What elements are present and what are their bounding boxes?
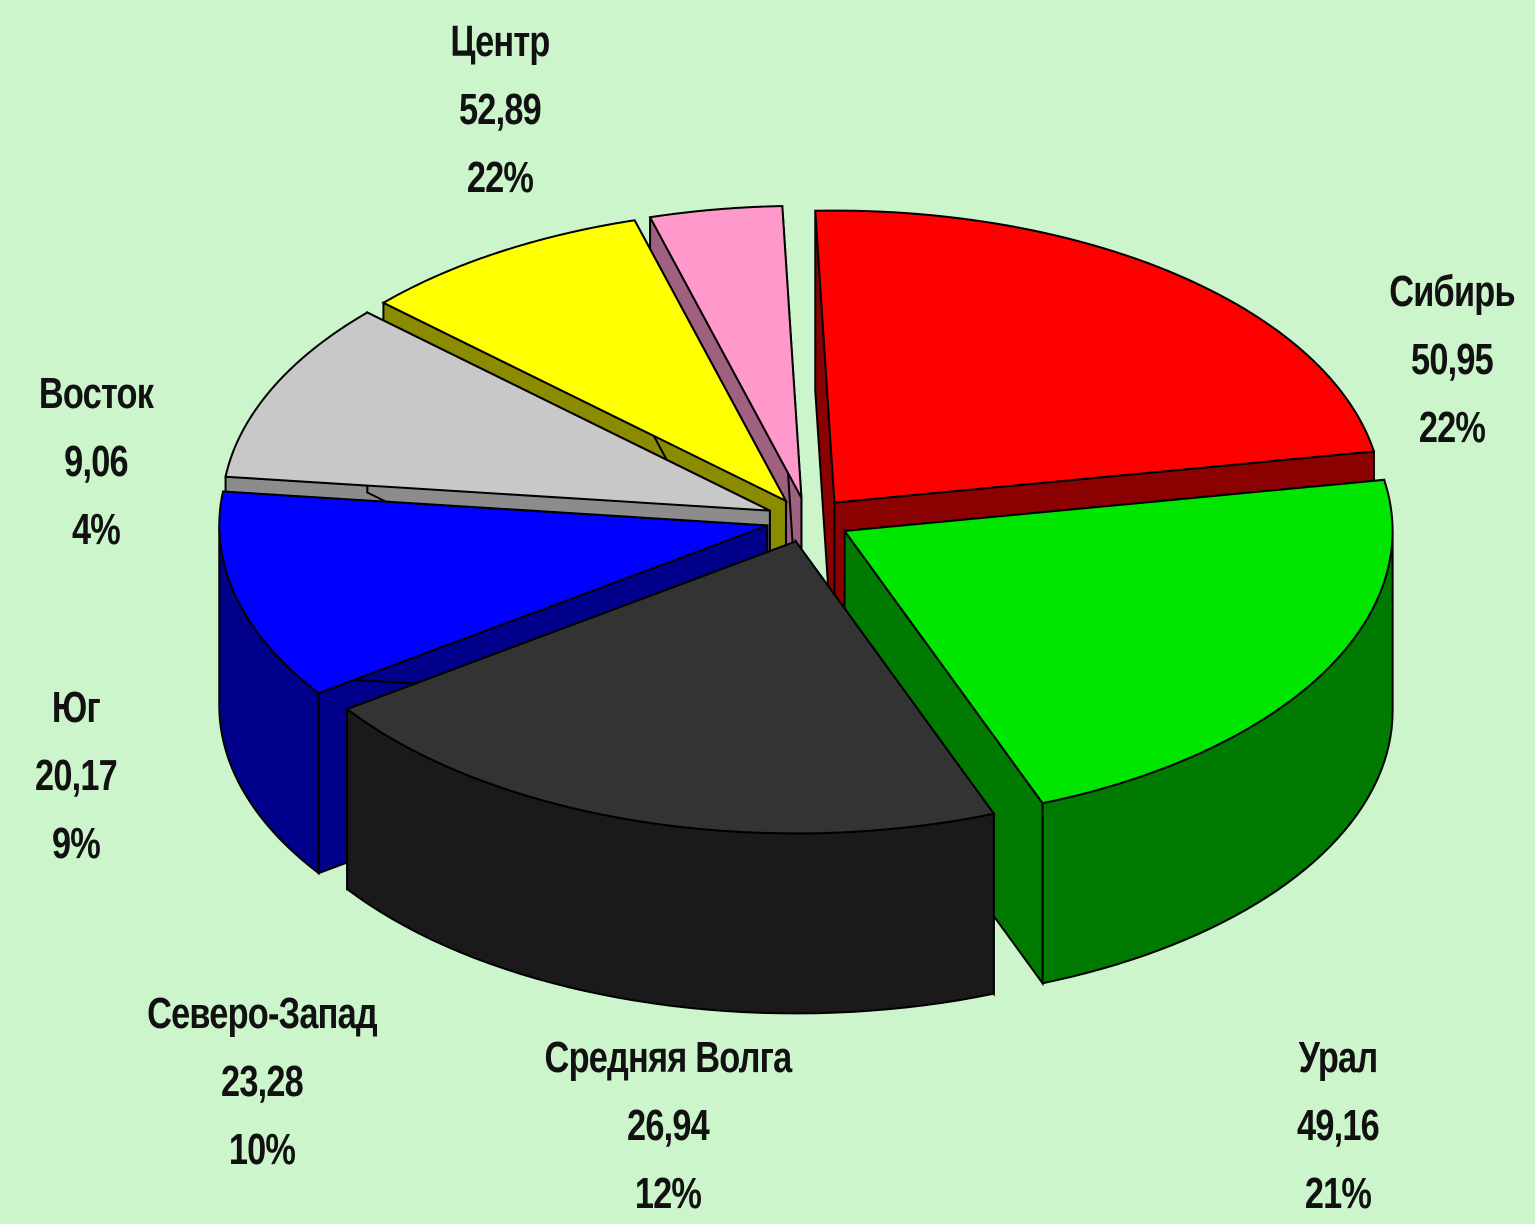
label-ural: Урал 49,16 21% xyxy=(1297,1024,1380,1224)
pie-slice-tops xyxy=(218,205,1394,835)
label-vostok-value: 9,06 xyxy=(64,437,128,486)
label-sibir-value: 50,95 xyxy=(1411,335,1494,384)
label-vostok-percent: 4% xyxy=(71,505,121,554)
slice-5 xyxy=(381,219,789,504)
label-tsentr-value: 52,89 xyxy=(459,85,542,134)
label-sibir-percent: 22% xyxy=(1418,403,1486,452)
label-srednyaya-volga-value: 26,94 xyxy=(627,1101,710,1150)
label-severo-zapad-name: Северо-Запад xyxy=(147,989,378,1038)
label-srednyaya-volga: Средняя Волга 26,94 12% xyxy=(544,1024,793,1224)
slice-4 xyxy=(224,311,771,512)
label-severo-zapad-value: 23,28 xyxy=(221,1057,304,1106)
label-tsentr-name: Центр xyxy=(450,17,550,66)
label-tsentr: Центр 52,89 22% xyxy=(450,8,550,212)
label-severo-zapad: Северо-Запад 23,28 10% xyxy=(147,980,378,1184)
label-ural-percent: 21% xyxy=(1304,1169,1372,1218)
label-yug-percent: 9% xyxy=(51,819,101,868)
label-ural-name: Урал xyxy=(1298,1033,1379,1082)
label-sibir: Сибирь 50,95 22% xyxy=(1389,258,1515,462)
label-ural-value: 49,16 xyxy=(1297,1101,1380,1150)
slice-3 xyxy=(218,490,768,695)
slice-2 xyxy=(345,540,996,835)
label-yug-name: Юг xyxy=(51,683,101,732)
label-sibir-name: Сибирь xyxy=(1389,267,1515,316)
label-yug: Юг 20,17 9% xyxy=(35,674,118,878)
slice-0 xyxy=(814,209,1376,504)
label-tsentr-percent: 22% xyxy=(466,153,534,202)
label-yug-value: 20,17 xyxy=(35,751,118,800)
label-srednyaya-volga-percent: 12% xyxy=(634,1169,702,1218)
label-vostok-name: Восток xyxy=(38,369,154,418)
slice-6 xyxy=(648,205,803,499)
slice-1 xyxy=(842,478,1394,805)
label-severo-zapad-percent: 10% xyxy=(228,1125,296,1174)
label-vostok: Восток 9,06 4% xyxy=(38,360,154,564)
label-srednyaya-volga-name: Средняя Волга xyxy=(544,1033,793,1082)
